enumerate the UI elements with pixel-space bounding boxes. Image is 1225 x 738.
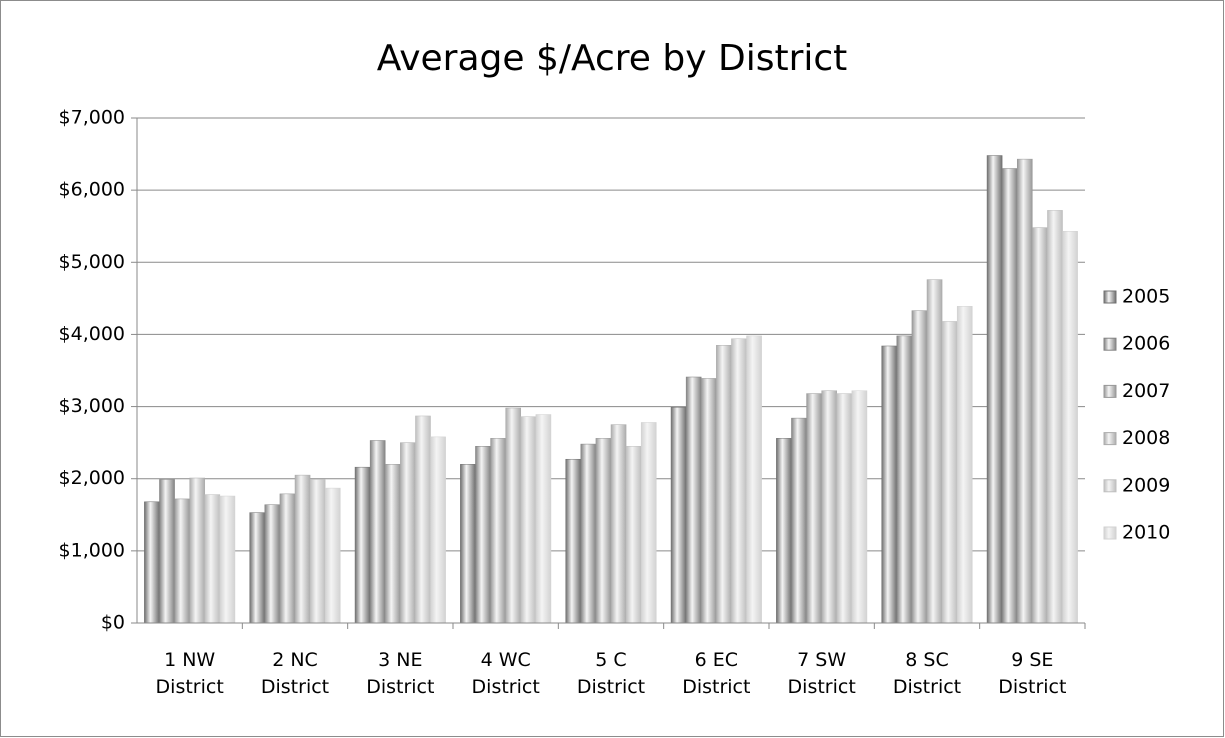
bar [716,345,732,624]
bar [851,390,868,624]
legend-swatch [1103,432,1117,446]
x-tick-label: 4 WC District [472,649,540,698]
bar [821,390,838,624]
bar [670,407,687,624]
bar [746,335,762,624]
y-tick-label: $7,000 [59,107,125,129]
legend-label: 2006 [1122,333,1170,355]
chart-title: Average $/Acre by District [377,38,848,79]
bar [941,321,958,624]
bar [384,464,401,624]
bar [595,438,612,624]
bar [535,414,552,624]
bar [324,487,341,624]
bar [264,504,281,624]
legend-swatch [1103,384,1117,398]
bar [565,458,582,624]
bar [505,407,522,624]
bar [189,477,206,624]
bar [460,464,476,624]
bar [415,415,431,624]
bar [580,443,597,624]
x-tick-label: 9 SE District [998,649,1066,698]
x-tick-label: 1 NW District [156,649,224,698]
bar [279,493,296,624]
bar [640,422,657,624]
bar [159,479,175,624]
y-tick-label: $6,000 [59,179,125,201]
y-tick-label: $5,000 [59,251,125,273]
y-tick-label: $2,000 [59,467,125,489]
legend-label: 2009 [1122,474,1170,496]
x-tick-label: 5 C District [577,649,645,698]
bar [926,279,943,624]
bar [249,512,266,624]
bar [1032,227,1048,624]
bar [776,438,792,624]
y-tick-label: $1,000 [59,539,125,561]
bar [806,393,822,624]
bar [309,479,326,624]
bar [1016,158,1033,624]
bar [430,436,446,624]
bar [956,306,973,624]
x-tick-label: 3 NE District [366,649,434,698]
legend-label: 2007 [1122,380,1170,402]
legend-label: 2008 [1122,427,1170,449]
x-tick-label: 8 SC District [893,649,961,698]
y-tick-label: $0 [101,612,125,634]
y-tick-label: $3,000 [59,395,125,417]
x-tick-label: 2 NC District [261,649,329,698]
x-tick-label: 6 EC District [682,649,750,698]
bar [354,466,371,624]
bar [685,376,702,624]
y-tick-label: $4,000 [59,323,125,345]
bar [896,335,913,624]
bar [836,393,853,624]
bar [490,438,506,624]
bar [174,498,190,624]
bar [700,378,717,624]
bar [520,416,537,624]
bar [1001,168,1018,624]
legend-swatch [1103,290,1117,304]
bar [369,440,386,624]
x-tick-label: 7 SW District [788,649,856,698]
bar [294,474,311,624]
bar [219,495,236,624]
bar [731,338,747,624]
legend-label: 2010 [1122,522,1170,544]
bar [610,424,627,624]
bar [400,442,416,624]
legend-swatch [1103,479,1117,493]
bar [986,155,1003,624]
bar [791,417,807,624]
bar [1047,210,1063,624]
bar [1062,231,1078,624]
bar [204,494,221,624]
bar [881,345,898,624]
bar [625,446,642,624]
legend-label: 2005 [1122,286,1170,308]
bar [911,310,928,624]
legend-swatch [1103,337,1117,351]
bar [475,446,491,624]
bar [144,501,160,624]
legend-swatch [1103,526,1117,540]
